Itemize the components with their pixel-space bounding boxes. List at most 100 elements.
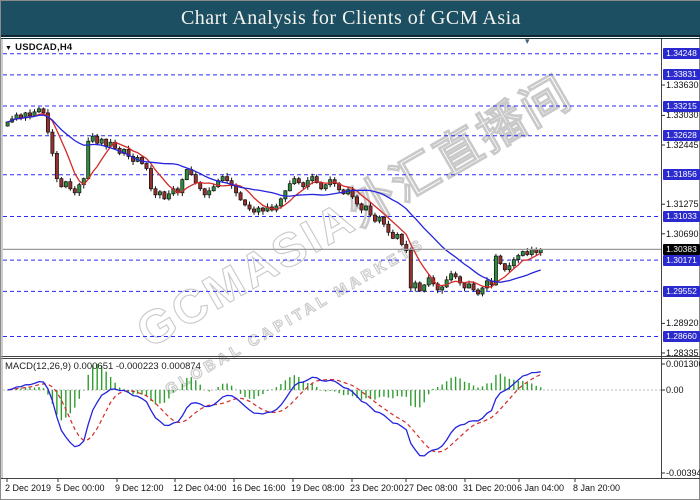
candle-up xyxy=(220,176,225,182)
title-bar: Chart Analysis for Clients of GCM Asia xyxy=(1,1,700,37)
candle-down xyxy=(350,189,355,198)
candle-up xyxy=(395,233,400,239)
candle-up xyxy=(211,186,216,192)
candle-down xyxy=(296,178,301,184)
candle-up xyxy=(180,179,185,194)
candle-down xyxy=(453,273,458,278)
candle-down xyxy=(471,283,476,291)
candle-down xyxy=(314,176,319,184)
macd-main-line xyxy=(7,371,541,457)
candle-up xyxy=(516,255,521,260)
page-title: Chart Analysis for Clients of GCM Asia xyxy=(180,6,522,29)
candle-down xyxy=(319,182,324,190)
candle-down xyxy=(28,112,32,117)
candle-down xyxy=(45,112,50,133)
candle-up xyxy=(323,184,328,190)
candle-down xyxy=(19,114,23,119)
candle-up xyxy=(166,193,171,200)
candle-down xyxy=(95,135,100,144)
candle-up xyxy=(184,169,189,181)
candle-up xyxy=(278,198,283,207)
candle-up xyxy=(364,205,368,211)
candle-down xyxy=(458,276,463,284)
candle-up xyxy=(37,108,41,113)
ma-line-slow xyxy=(7,114,541,283)
candle-up xyxy=(207,190,212,196)
candle-up xyxy=(493,255,498,286)
candle-up xyxy=(520,251,525,256)
candle-up xyxy=(63,181,68,188)
macd-signal-line xyxy=(7,374,541,453)
candle-up xyxy=(449,273,454,281)
candle-up xyxy=(485,280,489,289)
candle-up xyxy=(90,135,95,142)
candle-up xyxy=(511,259,516,267)
candle-up xyxy=(256,207,261,213)
candle-down xyxy=(202,188,207,196)
candle-down xyxy=(476,289,480,295)
candle-down xyxy=(404,244,409,251)
candle-down xyxy=(126,148,131,157)
candle-down xyxy=(502,263,507,271)
candle-down xyxy=(355,196,359,205)
candle-down xyxy=(332,179,337,185)
candle-down xyxy=(498,255,503,265)
candle-down xyxy=(390,231,395,239)
candle-up xyxy=(99,138,104,144)
candle-up xyxy=(5,121,10,127)
candle-up xyxy=(287,183,292,192)
candle-up xyxy=(292,178,297,185)
candle-down xyxy=(198,182,203,190)
candle-down xyxy=(417,282,422,292)
candle-down xyxy=(153,188,158,196)
candle-up xyxy=(86,140,91,179)
candle-up xyxy=(480,287,485,295)
candle-down xyxy=(144,163,149,169)
candle-up xyxy=(444,279,449,288)
candle-down xyxy=(238,192,243,201)
ma-line-fast xyxy=(7,112,542,288)
candle-down xyxy=(301,182,306,188)
candle-up xyxy=(529,249,534,255)
candle-down xyxy=(50,131,55,154)
candle-up xyxy=(157,191,162,196)
candle-down xyxy=(381,216,386,225)
candle-up xyxy=(426,277,431,286)
candle-down xyxy=(41,108,46,114)
candle-down xyxy=(243,199,247,206)
candle-down xyxy=(149,168,153,190)
candle-down xyxy=(373,214,377,222)
candle-down xyxy=(193,174,198,184)
candle-down xyxy=(359,203,364,211)
candle-down xyxy=(247,204,252,210)
candle-down xyxy=(368,205,373,216)
candle-down xyxy=(408,250,413,289)
candle-down xyxy=(261,207,265,212)
candle-down xyxy=(54,152,59,179)
candle-up xyxy=(413,282,418,289)
candle-up xyxy=(507,265,512,271)
candle-down xyxy=(462,282,467,289)
candle-down xyxy=(162,191,167,200)
candle-down xyxy=(525,251,530,255)
candle-down xyxy=(252,208,256,213)
candle-down xyxy=(386,223,391,233)
candle-up xyxy=(77,184,82,194)
candle-up xyxy=(422,284,427,292)
candle-down xyxy=(399,233,404,245)
candle-down xyxy=(534,249,539,253)
candle-up xyxy=(283,190,288,200)
candle-up xyxy=(440,286,445,291)
candle-up xyxy=(310,176,315,182)
watermark-text: GCMASIA外汇直播间 xyxy=(128,65,581,357)
candle-down xyxy=(104,138,109,147)
candle-down xyxy=(59,178,64,188)
candle-down xyxy=(68,181,73,190)
candle-up xyxy=(377,216,382,222)
candle-up xyxy=(467,283,471,289)
candle-down xyxy=(435,283,440,291)
candle-down xyxy=(225,176,230,182)
candle-down xyxy=(72,188,77,194)
